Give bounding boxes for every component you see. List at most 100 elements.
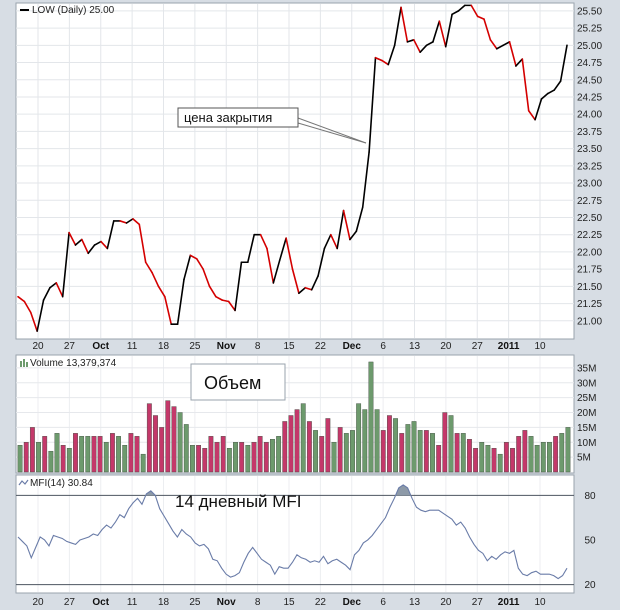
volume-bar (430, 433, 435, 473)
volume-bar (405, 424, 411, 473)
price-segment (317, 247, 326, 277)
volume-bar (270, 439, 275, 473)
price-segment (189, 254, 198, 260)
price-y-tick-label: 21.00 (577, 316, 602, 327)
price-segment (278, 237, 287, 261)
price-segment (444, 13, 453, 48)
x-tick-label: 11 (127, 597, 138, 608)
volume-bar (313, 430, 318, 473)
volume-bar (423, 430, 429, 473)
price-y-tick-label: 23.00 (577, 179, 602, 190)
volume-bar (183, 424, 189, 473)
price-segment (521, 58, 530, 112)
price-y-tick-label: 24.75 (577, 58, 602, 69)
price-segment (540, 92, 549, 100)
price-segment (215, 295, 224, 301)
volume-bar (393, 418, 398, 473)
volume-bar (60, 445, 66, 473)
x-tick-label: Oct (92, 341, 109, 352)
volume-y-tick-label: 25M (577, 393, 596, 404)
price-segment (387, 44, 396, 66)
price-y-tick-label: 25.00 (577, 41, 602, 52)
x-tick-label: 20 (440, 597, 452, 608)
price-segment (336, 209, 345, 250)
x-tick-label: Nov (217, 341, 236, 352)
volume-bar (503, 442, 509, 473)
volume-bar (239, 442, 245, 473)
volume-y-tick-label: 35M (577, 363, 596, 374)
price-segment (349, 230, 358, 241)
volume-bar (134, 436, 140, 473)
volume-bar (467, 439, 472, 473)
price-segment (157, 285, 166, 298)
volume-bar (48, 450, 54, 473)
price-segment (476, 15, 485, 20)
mfi-label: 14 дневный MFI (175, 492, 302, 511)
price-y-tick-label: 22.00 (577, 247, 602, 258)
volume-bar (29, 427, 35, 473)
price-segment (176, 278, 185, 326)
volume-bar (146, 403, 152, 473)
x-tick-label: 18 (158, 341, 170, 352)
price-segment (425, 41, 434, 47)
price-panel (15, 2, 575, 340)
x-tick-label: 27 (472, 341, 484, 352)
price-segment (495, 44, 504, 50)
price-segment (298, 286, 307, 295)
price-segment (132, 218, 141, 226)
volume-bar (177, 412, 183, 473)
volume-bar (485, 445, 491, 473)
price-segment (221, 299, 230, 303)
volume-bar (109, 433, 115, 473)
mfi-y-tick-label: 80 (584, 491, 596, 502)
volume-bar (386, 415, 392, 473)
price-segment (438, 20, 447, 48)
close-label: цена закрытия (184, 110, 272, 125)
price-segment (259, 233, 268, 250)
price-segment (547, 89, 556, 95)
price-y-tick-label: 24.00 (577, 110, 602, 121)
price-y-tick-label: 25.50 (577, 6, 602, 17)
price-segment (406, 39, 415, 43)
price-segment (151, 271, 160, 288)
price-segment (106, 220, 115, 250)
price-segment (400, 6, 409, 43)
volume-y-tick-label: 15M (577, 423, 596, 434)
volume-bar (251, 442, 257, 473)
volume-bar (140, 453, 146, 473)
volume-bar (122, 445, 128, 473)
volume-bar (276, 436, 282, 473)
volume-bar (374, 409, 380, 473)
volume-label: Объем (204, 373, 261, 393)
x-tick-label: 25 (189, 341, 201, 352)
volume-bar (196, 445, 202, 473)
price-segment (272, 259, 281, 284)
x-tick-label: 22 (315, 597, 327, 608)
volume-bar (417, 430, 423, 473)
price-y-tick-label: 21.50 (577, 282, 602, 293)
close-label-pointer-2 (297, 122, 367, 144)
price-segment (266, 247, 275, 284)
volume-bar (380, 430, 386, 473)
volume-bar (220, 436, 226, 473)
x-tick-label: 10 (534, 341, 546, 352)
price-segment (502, 41, 511, 47)
volume-y-tick-label: 20M (577, 408, 596, 419)
volume-bar (300, 403, 306, 473)
x-tick-label: 20 (32, 341, 44, 352)
volume-bar (116, 436, 121, 473)
price-segment (483, 18, 492, 41)
volume-bar (319, 436, 325, 473)
volume-bar (153, 415, 158, 473)
volume-bar (17, 445, 23, 473)
price-segment (330, 233, 338, 250)
volume-bar (399, 433, 405, 473)
price-segment (393, 6, 402, 47)
price-segment (368, 56, 377, 153)
mfi-series (17, 484, 568, 580)
grid (16, 4, 574, 592)
x-tick-label: 20 (440, 341, 452, 352)
x-tick-label: 6 (380, 597, 386, 608)
price-segment (74, 238, 83, 246)
